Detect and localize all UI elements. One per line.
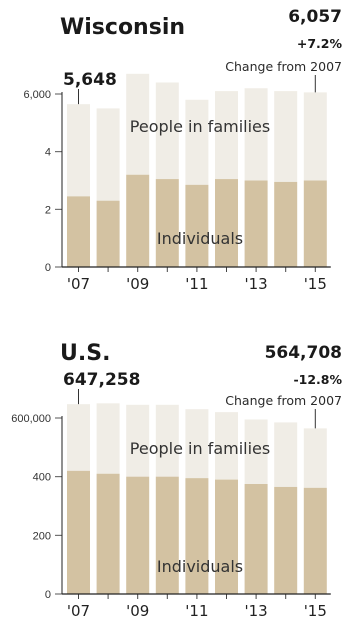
y-tick-label: 0 xyxy=(45,262,51,274)
x-tick-label: '09 xyxy=(126,602,149,620)
bar-individuals-08 xyxy=(96,473,120,594)
bar-individuals-07 xyxy=(67,470,90,594)
chart-title: U.S. xyxy=(60,341,110,366)
bar-individuals-15 xyxy=(303,487,327,594)
x-tick-label: '07 xyxy=(67,602,90,620)
change-note: Change from 2007 xyxy=(225,59,342,74)
end-value-label: 564,708 xyxy=(265,343,342,363)
x-tick-label: '09 xyxy=(126,275,149,293)
bar-families-10 xyxy=(155,82,179,180)
families-segment-label: People in families xyxy=(130,439,270,458)
bar-families-12 xyxy=(215,412,238,480)
bar-individuals-13 xyxy=(244,180,268,267)
bar-families-07 xyxy=(67,104,90,197)
change-note: Change from 2007 xyxy=(225,393,342,408)
chart-title: Wisconsin xyxy=(60,15,185,40)
bar-families-07 xyxy=(67,404,90,471)
bar-families-09 xyxy=(126,404,150,477)
individuals-segment-label: Individuals xyxy=(157,557,243,576)
bar-families-08 xyxy=(96,108,120,201)
x-tick-label: '07 xyxy=(67,275,90,293)
bar-families-11 xyxy=(185,409,209,479)
bar-individuals-14 xyxy=(274,486,298,594)
y-tick-label: 6,000 xyxy=(23,89,51,101)
bar-individuals-08 xyxy=(96,200,120,267)
y-tick-label: 400 xyxy=(33,472,51,484)
bar-individuals-12 xyxy=(215,479,238,594)
bar-families-14 xyxy=(274,422,298,487)
bar-individuals-13 xyxy=(244,484,268,594)
bar-individuals-09 xyxy=(126,174,150,267)
bar-families-10 xyxy=(155,404,179,477)
chart-us: U.S. 564,708 -12.8% Change from 2007 647,258… xyxy=(11,341,342,620)
x-tick-label: '11 xyxy=(185,275,208,293)
bar-families-13 xyxy=(244,88,268,181)
end-value-label: 6,057 xyxy=(288,7,342,27)
x-tick-label: '15 xyxy=(304,602,327,620)
change-percent: +7.2% xyxy=(297,36,343,51)
bar-individuals-11 xyxy=(185,478,209,594)
bar-individuals-12 xyxy=(215,179,238,267)
bar-individuals-09 xyxy=(126,476,150,594)
bar-families-14 xyxy=(274,91,298,182)
y-tick-label: 200 xyxy=(33,530,51,542)
bar-individuals-14 xyxy=(274,181,298,267)
bar-individuals-15 xyxy=(303,180,327,267)
y-tick-label: 2 xyxy=(45,204,51,216)
bar-individuals-11 xyxy=(185,184,209,267)
bar-families-11 xyxy=(185,99,209,185)
bar-families-15 xyxy=(303,428,327,488)
bar-families-13 xyxy=(244,419,268,484)
families-segment-label: People in families xyxy=(130,117,270,136)
start-value-label: 5,648 xyxy=(63,70,117,90)
individuals-segment-label: Individuals xyxy=(157,229,243,248)
bar-individuals-07 xyxy=(67,196,90,267)
x-tick-label: '15 xyxy=(304,275,327,293)
chart-wisconsin: Wisconsin 6,057 +7.2% Change from 2007 5,648… xyxy=(23,7,342,293)
bar-families-09 xyxy=(126,73,150,175)
x-tick-label: '13 xyxy=(244,602,267,620)
change-percent: -12.8% xyxy=(293,372,342,387)
bar-families-15 xyxy=(303,92,327,181)
start-value-label: 647,258 xyxy=(63,370,140,390)
y-tick-label: 600,000 xyxy=(11,413,51,425)
x-tick-label: '11 xyxy=(185,602,208,620)
bar-families-12 xyxy=(215,91,238,180)
y-tick-label: 0 xyxy=(45,589,51,601)
y-tick-label: 4 xyxy=(45,147,51,159)
bar-families-08 xyxy=(96,403,120,474)
bar-individuals-10 xyxy=(155,476,179,594)
bar-individuals-10 xyxy=(155,179,179,267)
x-tick-label: '13 xyxy=(244,275,267,293)
